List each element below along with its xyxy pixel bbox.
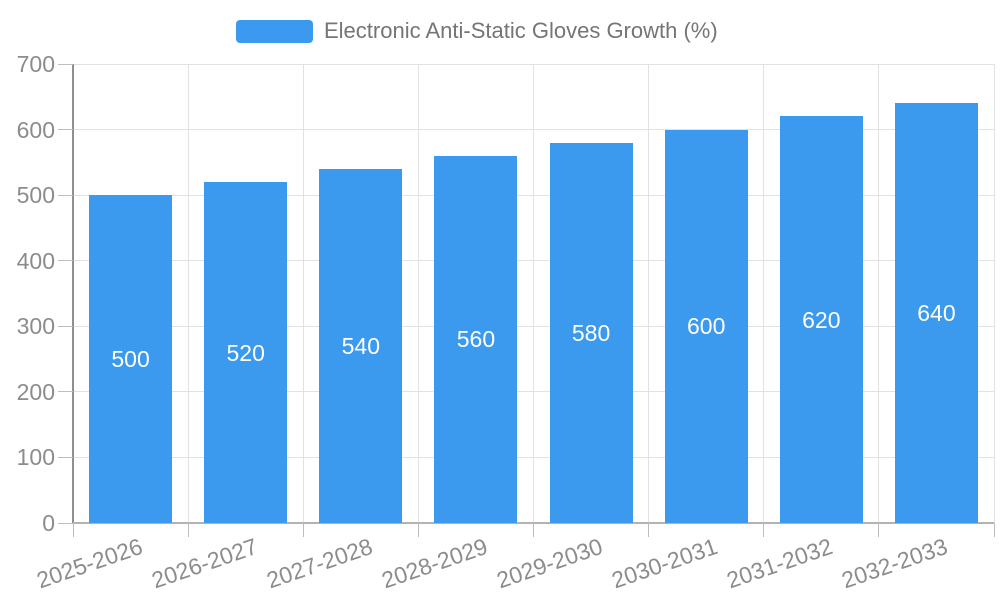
y-axis-label: 500 bbox=[16, 182, 55, 209]
y-axis-tick bbox=[58, 456, 73, 458]
grid-line-vertical bbox=[302, 64, 304, 523]
x-axis-label: 2026-2027 bbox=[148, 532, 261, 594]
bar[interactable] bbox=[89, 195, 173, 523]
y-axis-label: 700 bbox=[16, 51, 55, 77]
legend-swatch-icon bbox=[236, 19, 313, 43]
x-axis-tick bbox=[417, 523, 419, 537]
y-axis-tick bbox=[58, 63, 73, 65]
y-axis-tick bbox=[58, 522, 73, 524]
x-axis-tick bbox=[993, 523, 995, 537]
grid-line-vertical bbox=[648, 64, 650, 523]
y-axis-line bbox=[72, 64, 74, 523]
bar-value-label: 540 bbox=[341, 332, 380, 359]
grid-line-vertical bbox=[533, 64, 534, 523]
x-axis-tick bbox=[72, 523, 74, 537]
bar[interactable] bbox=[204, 182, 288, 523]
grid-line-vertical bbox=[187, 64, 189, 523]
x-axis-label: 2027-2028 bbox=[263, 532, 376, 594]
bar-value-label: 500 bbox=[111, 346, 150, 373]
bar[interactable] bbox=[894, 103, 978, 523]
y-axis-tick bbox=[58, 194, 73, 196]
x-axis-label: 2028-2029 bbox=[378, 532, 491, 594]
grid-line-vertical bbox=[993, 64, 995, 523]
x-axis-tick bbox=[648, 523, 650, 537]
y-axis-tick bbox=[58, 129, 73, 131]
x-axis-label: 2025-2026 bbox=[32, 532, 146, 594]
x-axis-tick bbox=[878, 523, 880, 537]
y-axis-tick bbox=[58, 325, 73, 327]
bar-value-label: 560 bbox=[456, 326, 496, 353]
legend-item[interactable]: Electronic Anti-Static Gloves Growth (%) bbox=[236, 17, 718, 45]
x-axis-label: 2029-2030 bbox=[493, 532, 606, 594]
y-axis-tick bbox=[58, 391, 73, 393]
bar[interactable] bbox=[664, 129, 748, 523]
x-axis-label: 2031-2032 bbox=[723, 532, 837, 594]
bar-value-label: 640 bbox=[917, 300, 956, 327]
grid-line-vertical bbox=[763, 64, 765, 523]
x-axis-tick bbox=[302, 523, 304, 537]
y-axis-label: 300 bbox=[16, 313, 55, 340]
x-axis-tick bbox=[533, 523, 534, 537]
grid-line-vertical bbox=[878, 64, 880, 523]
x-axis-label: 2030-2031 bbox=[608, 532, 721, 594]
bar[interactable] bbox=[779, 116, 863, 523]
bar[interactable] bbox=[549, 142, 633, 523]
bar[interactable] bbox=[319, 168, 403, 523]
y-axis-label: 600 bbox=[16, 116, 55, 143]
grid-line-vertical bbox=[417, 64, 419, 523]
bar[interactable] bbox=[434, 155, 518, 523]
y-axis-label: 100 bbox=[16, 444, 55, 471]
legend-label: Electronic Anti-Static Gloves Growth (%) bbox=[324, 18, 718, 43]
y-axis-label: 400 bbox=[16, 247, 55, 274]
y-axis-tick bbox=[58, 260, 73, 262]
bar-value-label: 580 bbox=[571, 319, 611, 346]
y-axis-label: 0 bbox=[42, 510, 55, 536]
bar-value-label: 520 bbox=[226, 339, 265, 366]
bar-value-label: 600 bbox=[687, 313, 726, 340]
x-axis-label: 2032-2033 bbox=[838, 532, 952, 594]
bar-value-label: 620 bbox=[802, 306, 841, 333]
x-axis-tick bbox=[187, 523, 189, 537]
x-axis-tick bbox=[763, 523, 765, 537]
y-axis-label: 200 bbox=[16, 378, 55, 405]
